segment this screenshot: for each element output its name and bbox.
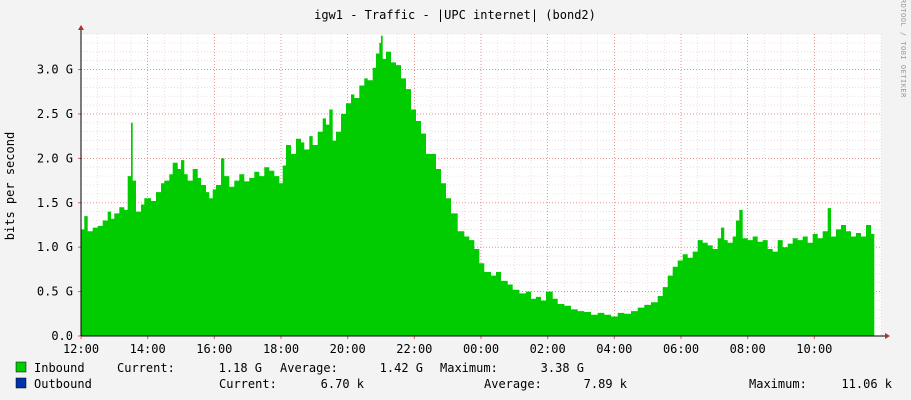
outbound-legend-swatch [15,377,27,389]
x-tick-label: 22:00 [396,342,432,356]
inbound-maximum-label: Maximum: [440,361,498,375]
chart-title: igw1 - Traffic - |UPC internet| (bond2) [314,8,596,22]
rrdtool-watermark: RRDTOOL / TOBI OETIKER [899,0,907,98]
inbound-legend-name: Inbound [34,361,85,375]
outbound-average-label: Average: [484,377,542,391]
inbound-maximum-value: 3.38 G [541,361,584,375]
inbound-legend-swatch [15,361,27,373]
y-tick-label: 1.5 G [37,196,73,210]
y-tick-label: 0.0 [51,329,73,343]
outbound-average-value: 7.89 k [584,377,628,391]
x-tick-label: 18:00 [263,342,299,356]
y-tick-label: 2.0 G [37,151,73,165]
axes [78,25,890,339]
x-tick-label: 04:00 [596,342,632,356]
outbound-maximum-label: Maximum: [749,377,807,391]
x-tick-label: 14:00 [130,342,166,356]
x-tick-label: 02:00 [530,342,566,356]
y-axis-arrow [78,25,84,30]
inbound-average-label: Average: [280,361,338,375]
y-axis-label: bits per second [3,132,17,240]
inbound-average-value: 1.42 G [380,361,423,375]
inbound-current-label: Current: [117,361,175,375]
x-tick-label: 08:00 [730,342,766,356]
y-tick-label: 3.0 G [37,63,73,77]
x-tick-label: 12:00 [63,342,99,356]
x-axis-arrow [885,333,890,339]
y-tick-label: 1.0 G [37,240,73,254]
x-tick-label: 20:00 [330,342,366,356]
y-tick-label: 2.5 G [37,107,73,121]
outbound-current-value: 6.70 k [321,377,365,391]
x-tick-label: 06:00 [663,342,699,356]
x-tick-label: 10:00 [796,342,832,356]
inbound-current-value: 1.18 G [219,361,262,375]
y-tick-label: 0.5 G [37,285,73,299]
outbound-current-label: Current: [219,377,277,391]
inbound-area [81,35,875,337]
tick-labels: 12:00 14:00 16:00 18:00 20:00 22:00 00:00 02:00… [37,63,833,356]
outbound-maximum-value: 11.06 k [841,377,892,391]
inbound-area-layer [81,35,875,337]
x-tick-label: 16:00 [196,342,232,356]
x-tick-label: 00:00 [463,342,499,356]
outbound-legend-name: Outbound [34,377,92,391]
